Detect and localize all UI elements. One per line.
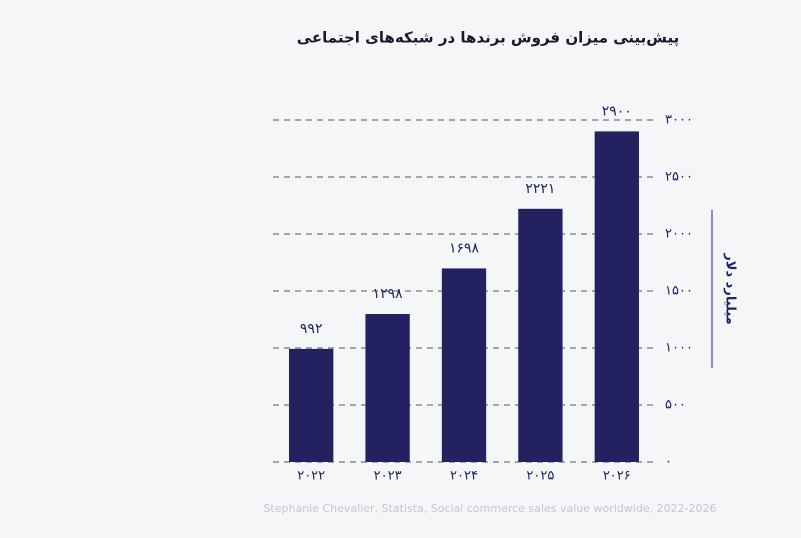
value-label: ۹۹۲ [300, 321, 323, 337]
y-tick-label: ۱۰۰۰ [665, 341, 693, 356]
x-tick-label: ۲۰۲۳ [374, 469, 402, 484]
y-tick-label: ۲۵۰۰ [665, 170, 693, 185]
bar [365, 314, 410, 462]
value-label: ۱۶۹۸ [449, 240, 480, 256]
y-tick-label: ۱۵۰۰ [665, 284, 693, 299]
bar [441, 268, 487, 462]
x-tick-label: ۲۰۲۶ [603, 469, 631, 484]
value-label: ۲۹۰۰ [602, 103, 632, 119]
value-label: ۱۲۹۸ [373, 286, 404, 302]
y-axis-label: میلیارد دلار [723, 252, 738, 324]
y-tick-label: ۵۰۰ [665, 398, 686, 413]
bar [289, 348, 334, 462]
x-tick-label: ۲۰۲۴ [450, 469, 478, 484]
y-tick-label: ۲۰۰۰ [665, 227, 693, 242]
y-tick-label: ۳۰۰۰ [665, 113, 693, 128]
bar [518, 208, 563, 462]
bar [594, 131, 639, 462]
source-note: Stephanie Chevalier, Statista, Social co… [263, 502, 716, 515]
value-label: ۲۲۲۱ [525, 181, 555, 197]
x-tick-label: ۲۰۲۵ [526, 469, 554, 484]
chart-title: پیش‌بینی میزان فروش برندها در شبکه‌های ا… [297, 29, 680, 48]
y-tick-label: ۰ [665, 455, 672, 470]
x-tick-label: ۲۰۲۲ [297, 469, 325, 484]
